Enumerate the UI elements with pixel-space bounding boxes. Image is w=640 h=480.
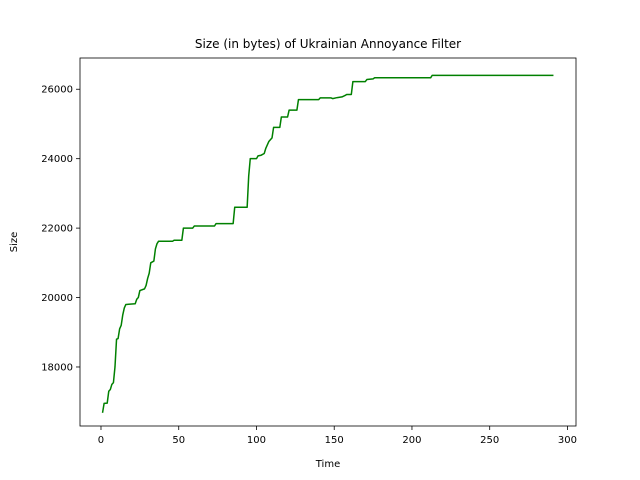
- y-tick-label: 20000: [41, 293, 73, 304]
- y-axis-label: Size: [9, 232, 20, 253]
- x-axis: 0 50 100 150 200 250 300: [98, 426, 577, 446]
- y-tick-label: 22000: [41, 224, 73, 235]
- x-tick-label: 300: [558, 435, 577, 446]
- x-axis-label: Time: [315, 459, 340, 470]
- axes-frame: [79, 57, 577, 427]
- y-tick-label: 26000: [41, 85, 73, 96]
- plot-area: [101, 74, 554, 413]
- x-tick-label: 150: [325, 435, 344, 446]
- y-tick-label: 24000: [41, 154, 73, 165]
- x-tick-label: 50: [172, 435, 185, 446]
- x-tick-label: 0: [98, 435, 104, 446]
- x-tick-label: 250: [480, 435, 499, 446]
- y-tick-label: 18000: [41, 362, 73, 373]
- x-tick-label: 100: [247, 435, 266, 446]
- y-axis: 18000 20000 22000 24000 26000: [41, 85, 80, 373]
- series-line-0: [101, 74, 554, 413]
- x-tick-label: 200: [402, 435, 421, 446]
- chart-title: Size (in bytes) of Ukrainian Annoyance F…: [195, 37, 461, 51]
